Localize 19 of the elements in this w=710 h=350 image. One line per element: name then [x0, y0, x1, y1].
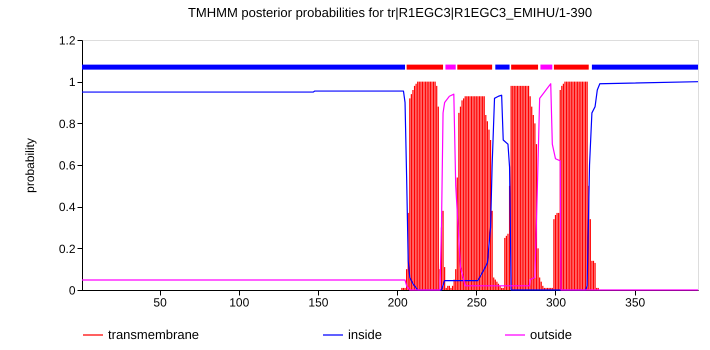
y-tick-label: 0.6 — [58, 158, 76, 172]
y-axis-title: probability — [22, 138, 37, 193]
x-tick-label: 300 — [546, 296, 566, 310]
legend-label: outside — [530, 327, 572, 342]
x-tick-label: 50 — [153, 296, 168, 310]
x-tick-label: 250 — [466, 296, 488, 310]
y-tick-label: 1.2 — [58, 34, 76, 48]
x-tick-label: 350 — [625, 296, 646, 310]
y-tick-label: 0.4 — [58, 200, 76, 214]
legend-label: inside — [348, 327, 382, 342]
y-tick-label: 0.2 — [58, 242, 76, 256]
x-tick-label: 200 — [388, 296, 408, 310]
y-tick-label: 0 — [68, 284, 76, 298]
y-tick-label: 1 — [68, 75, 76, 90]
x-tick-label: 150 — [308, 296, 329, 310]
chart-title: TMHMM posterior probabilities for tr|R1EGC3|R1EGC3_EMIHU/1-390 — [188, 5, 592, 20]
y-tick-label: 0.8 — [58, 116, 76, 131]
x-tick-label: 100 — [229, 296, 250, 310]
legend-label: transmembrane — [108, 327, 200, 342]
